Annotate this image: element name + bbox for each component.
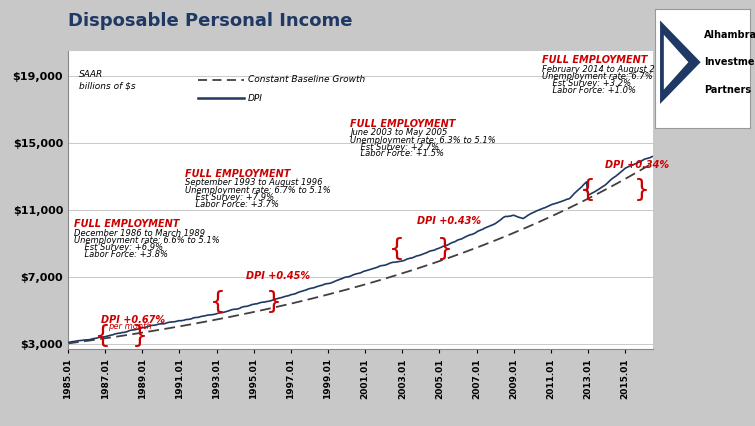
Text: FULL EMPLOYMENT: FULL EMPLOYMENT (73, 219, 179, 229)
Text: }: } (131, 324, 147, 348)
Text: June 2003 to May 2005: June 2003 to May 2005 (350, 128, 448, 137)
Text: Est Survey: +7.9%: Est Survey: +7.9% (185, 193, 274, 202)
Text: February 2014 to August 2015: February 2014 to August 2015 (541, 65, 670, 74)
Text: billions of $s: billions of $s (79, 81, 136, 90)
Text: Alhambra: Alhambra (704, 30, 755, 40)
Text: Unemployment rate: 6.3% to 5.1%: Unemployment rate: 6.3% to 5.1% (350, 136, 496, 145)
Text: per month: per month (108, 322, 152, 331)
Text: September 1993 to August 1996: September 1993 to August 1996 (185, 178, 322, 187)
Text: DPI +0.43%: DPI +0.43% (418, 216, 481, 226)
Text: Unemployment rate: 6.7% to 5.1%: Unemployment rate: 6.7% to 5.1% (541, 72, 687, 81)
Text: FULL EMPLOYMENT: FULL EMPLOYMENT (350, 118, 456, 129)
Text: Labor Force: +3.8%: Labor Force: +3.8% (73, 250, 168, 259)
Text: {: { (210, 291, 226, 314)
Text: }: } (634, 178, 650, 202)
Text: Labor Force: +1.0%: Labor Force: +1.0% (541, 86, 636, 95)
Text: {: { (95, 324, 111, 348)
Text: DPI +0.34%: DPI +0.34% (605, 161, 669, 170)
Polygon shape (660, 20, 701, 104)
Text: DPI +0.67%: DPI +0.67% (101, 314, 165, 325)
Text: }: } (266, 291, 282, 314)
Text: Labor Force: +3.7%: Labor Force: +3.7% (185, 200, 279, 209)
Text: December 1986 to March 1989: December 1986 to March 1989 (73, 229, 205, 238)
Text: SAAR: SAAR (79, 69, 103, 78)
Text: Constant Baseline Growth: Constant Baseline Growth (248, 75, 365, 84)
Text: DPI: DPI (248, 94, 263, 103)
Text: DPI +0.45%: DPI +0.45% (246, 271, 310, 281)
Text: Labor Force: +1.5%: Labor Force: +1.5% (350, 150, 444, 158)
Text: Est Survey: +6.9%: Est Survey: +6.9% (73, 243, 162, 252)
Text: FULL EMPLOYMENT: FULL EMPLOYMENT (185, 169, 291, 179)
Text: Unemployment rate: 6.6% to 5.1%: Unemployment rate: 6.6% to 5.1% (73, 236, 219, 245)
Text: Est Survey: +2.7%: Est Survey: +2.7% (350, 143, 439, 152)
Text: Est Survey: +3.2%: Est Survey: +3.2% (541, 79, 630, 88)
Text: Partners: Partners (704, 85, 751, 95)
Text: FULL EMPLOYMENT: FULL EMPLOYMENT (541, 55, 647, 65)
Text: {: { (580, 178, 596, 202)
Text: }: } (437, 237, 453, 261)
Text: Investment: Investment (704, 57, 755, 67)
Text: Disposable Personal Income: Disposable Personal Income (68, 12, 353, 30)
Text: {: { (389, 237, 405, 261)
Polygon shape (664, 35, 689, 89)
Text: Unemployment rate: 6.7% to 5.1%: Unemployment rate: 6.7% to 5.1% (185, 186, 331, 195)
